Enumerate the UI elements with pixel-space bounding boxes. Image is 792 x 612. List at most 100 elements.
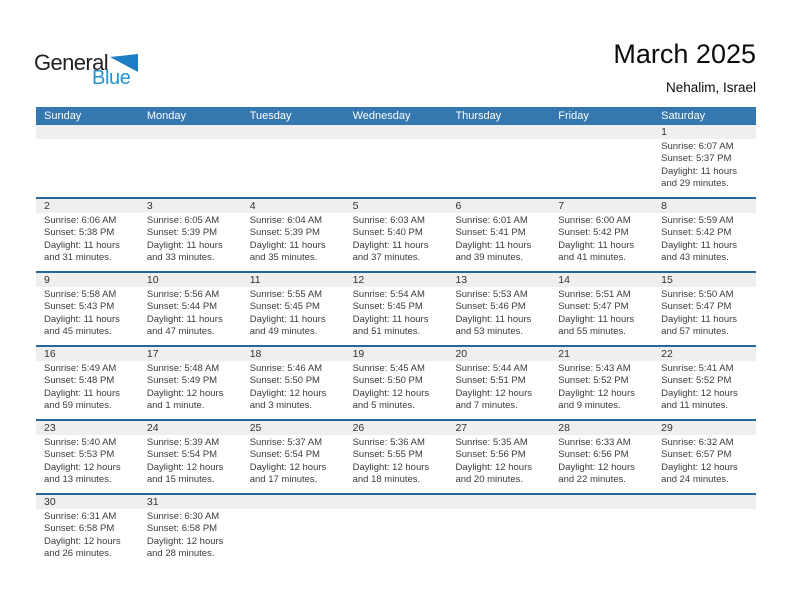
day-detail-line: Sunrise: 5:46 AM: [249, 363, 323, 374]
calendar-cell-day-29: 29 Sunrise: 6:32 AM Sunset: 6:57 PM Dayligh…: [653, 421, 757, 493]
general-blue-logo: General Blue: [34, 52, 139, 88]
day-number-empty: [36, 125, 139, 139]
day-detail-line: Sunrise: 6:33 AM: [558, 437, 631, 448]
day-detail-line: Sunset: 5:47 PM: [558, 301, 629, 313]
day-details: Sunrise: 5:40 AM Sunset: 5:53 PM Daylight:…: [36, 435, 139, 487]
day-detail-line: Sunset: 5:39 PM: [146, 227, 218, 239]
day-detail-line: Daylight: 11 hours: [455, 239, 532, 251]
day-detail-line: and 45 minutes.: [44, 326, 112, 338]
day-detail-line: Sunrise: 6:31 AM: [44, 511, 117, 522]
day-detail-line: Sunset: 5:46 PM: [455, 301, 526, 313]
day-details: Sunrise: 5:44 AM Sunset: 5:51 PM Daylight:…: [447, 361, 550, 413]
day-detail-line: Daylight: 11 hours: [44, 239, 120, 251]
day-detail-line: Daylight: 12 hours: [44, 535, 121, 547]
calendar-cell-day-23: 23 Sunrise: 5:40 AM Sunset: 5:53 PM Dayligh…: [36, 421, 139, 493]
day-detail-line: Daylight: 12 hours: [249, 461, 327, 473]
calendar-cell-day-10: 10 Sunrise: 5:56 AM Sunset: 5:44 PM Dayligh…: [138, 273, 242, 345]
day-detail-line: Daylight: 12 hours: [249, 387, 327, 399]
week-row-4: 16 Sunrise: 5:49 AM Sunset: 5:48 PM Dayligh…: [36, 347, 757, 421]
day-detail-line: Daylight: 12 hours: [352, 387, 430, 399]
day-detail-line: Daylight: 11 hours: [352, 239, 429, 251]
day-detail-line: Sunset: 5:41 PM: [455, 227, 526, 239]
day-number-empty: [550, 495, 654, 509]
day-detail-line: Sunrise: 5:50 AM: [661, 289, 734, 300]
calendar-cell-day-26: 26 Sunrise: 5:36 AM Sunset: 5:55 PM Dayligh…: [344, 421, 448, 493]
day-number: 27: [447, 421, 551, 435]
calendar-cell-day-15: 15 Sunrise: 5:50 AM Sunset: 5:47 PM Dayligh…: [653, 273, 757, 345]
day-detail-line: Daylight: 12 hours: [44, 461, 121, 473]
day-detail-line: Daylight: 12 hours: [455, 387, 533, 399]
day-details: Sunrise: 5:46 AM Sunset: 5:50 PM Daylight:…: [242, 361, 345, 413]
calendar-cell-empty: [344, 495, 448, 569]
day-detail-line: Sunrise: 5:56 AM: [146, 289, 220, 300]
day-detail-line: Sunrise: 5:43 AM: [558, 363, 631, 374]
calendar-cell-day-25: 25 Sunrise: 5:37 AM Sunset: 5:54 PM Dayligh…: [241, 421, 345, 493]
day-number-empty: [653, 495, 757, 509]
logo-triangle-flag-icon: [110, 54, 139, 72]
day-detail-line: Sunset: 5:52 PM: [558, 375, 629, 387]
day-details: Sunrise: 5:45 AM Sunset: 5:50 PM Daylight:…: [345, 361, 448, 413]
weekday-header-friday: Friday: [558, 110, 589, 122]
calendar-cell-empty: [447, 125, 551, 197]
day-number: 20: [447, 347, 551, 361]
day-detail-line: and 7 minutes.: [455, 400, 518, 412]
day-number: 2: [36, 199, 139, 213]
day-detail-line: and 22 minutes.: [558, 474, 626, 486]
weekday-header-sunday: Sunday: [44, 110, 82, 122]
day-detail-line: Sunrise: 5:37 AM: [249, 437, 323, 448]
week-row-6: 30 Sunrise: 6:31 AM Sunset: 6:58 PM Dayligh…: [36, 495, 757, 569]
calendar-cell-day-16: 16 Sunrise: 5:49 AM Sunset: 5:48 PM Dayligh…: [36, 347, 139, 419]
day-detail-line: and 33 minutes.: [146, 252, 215, 264]
day-detail-line: Sunrise: 5:49 AM: [44, 363, 117, 374]
day-number: 22: [653, 347, 757, 361]
day-detail-line: Sunrise: 5:39 AM: [146, 437, 220, 448]
day-number: 21: [550, 347, 654, 361]
day-detail-line: and 39 minutes.: [455, 252, 524, 264]
day-details: Sunrise: 6:32 AM Sunset: 6:57 PM Daylight:…: [653, 435, 756, 487]
day-detail-line: Sunrise: 5:58 AM: [44, 289, 117, 300]
calendar-cell-day-9: 9 Sunrise: 5:58 AM Sunset: 5:43 PM Daylight…: [36, 273, 139, 345]
day-number: 19: [344, 347, 448, 361]
day-number: 23: [36, 421, 139, 435]
weekday-header-tuesday: Tuesday: [249, 110, 292, 122]
day-details: Sunrise: 5:59 AM Sunset: 5:42 PM Daylight:…: [653, 213, 756, 265]
day-detail-line: Sunset: 5:39 PM: [249, 227, 320, 239]
day-detail-line: and 26 minutes.: [44, 548, 112, 560]
day-detail-line: Daylight: 12 hours: [661, 461, 738, 473]
day-details: Sunrise: 5:49 AM Sunset: 5:48 PM Daylight:…: [36, 361, 139, 413]
day-detail-line: Daylight: 12 hours: [558, 387, 635, 399]
week-row-1: 1 Sunrise: 6:07 AM Sunset: 5:37 PM Daylight…: [36, 125, 757, 199]
day-number: 18: [241, 347, 345, 361]
month-title: March 2025: [613, 39, 756, 69]
day-detail-line: Sunset: 5:44 PM: [146, 301, 218, 313]
calendar-cell-day-8: 8 Sunrise: 5:59 AM Sunset: 5:42 PM Daylight…: [653, 199, 757, 271]
day-detail-line: Daylight: 12 hours: [146, 461, 224, 473]
day-details: Sunrise: 6:06 AM Sunset: 5:38 PM Daylight:…: [36, 213, 139, 265]
day-detail-line: Sunrise: 5:41 AM: [661, 363, 734, 374]
day-detail-line: Daylight: 11 hours: [558, 239, 635, 251]
day-detail-line: and 51 minutes.: [352, 326, 421, 338]
day-detail-line: and 18 minutes.: [352, 474, 421, 486]
day-detail-line: Daylight: 12 hours: [352, 461, 430, 473]
day-detail-line: and 24 minutes.: [661, 474, 729, 486]
calendar-cell-empty: [138, 125, 242, 197]
day-detail-line: Sunset: 5:51 PM: [455, 375, 526, 387]
day-number-empty: [447, 125, 551, 139]
day-details: Sunrise: 5:43 AM Sunset: 5:52 PM Daylight:…: [550, 361, 653, 413]
day-number: 8: [653, 199, 757, 213]
day-details: Sunrise: 6:04 AM Sunset: 5:39 PM Daylight:…: [242, 213, 345, 265]
day-detail-line: Sunrise: 5:35 AM: [455, 437, 528, 448]
day-detail-line: and 35 minutes.: [249, 252, 318, 264]
calendar-cell-empty: [36, 125, 139, 197]
calendar-cell-empty: [447, 495, 551, 569]
day-detail-line: Sunset: 5:38 PM: [44, 227, 115, 239]
day-detail-line: Sunrise: 6:30 AM: [146, 511, 220, 522]
day-detail-line: Sunset: 5:52 PM: [661, 375, 732, 387]
day-detail-line: Daylight: 11 hours: [44, 387, 120, 399]
day-number: 30: [36, 495, 139, 509]
day-detail-line: Daylight: 12 hours: [558, 461, 635, 473]
day-number: 13: [447, 273, 551, 287]
day-detail-line: Daylight: 11 hours: [661, 239, 738, 251]
day-details: Sunrise: 6:33 AM Sunset: 6:56 PM Daylight:…: [550, 435, 653, 487]
day-detail-line: Daylight: 11 hours: [455, 313, 532, 325]
